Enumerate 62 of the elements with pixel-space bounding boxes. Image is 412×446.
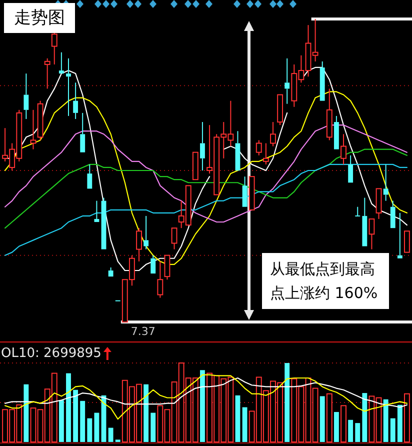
candlestick (150, 254, 156, 274)
candlestick (334, 115, 339, 150)
candlestick (348, 154, 354, 183)
candlestick (242, 176, 248, 207)
candlestick (404, 230, 410, 253)
bar (66, 373, 71, 442)
candlestick (200, 122, 205, 171)
candlestick (108, 266, 114, 277)
candlestick (87, 164, 92, 189)
bar (150, 412, 156, 442)
bar (326, 393, 332, 442)
bar (362, 393, 368, 442)
candlestick (192, 152, 198, 180)
bar (320, 396, 325, 442)
bar (334, 412, 339, 442)
candlestick (66, 58, 71, 116)
bar (404, 393, 410, 442)
candlestick (101, 197, 106, 250)
text: OL10: 2699895 (1, 346, 102, 361)
candlestick (390, 200, 396, 228)
bar (397, 404, 402, 442)
candlestick (354, 206, 361, 216)
candlestick (270, 122, 276, 147)
candlestick (80, 112, 86, 152)
bar (80, 400, 86, 442)
candlestick (235, 130, 240, 170)
candlestick (157, 260, 164, 298)
bar (24, 384, 29, 442)
candlestick (368, 218, 375, 250)
annotation: 7.37 (130, 325, 156, 338)
candlestick (320, 60, 325, 101)
candlestick (397, 212, 402, 258)
candlestick (58, 52, 64, 74)
bar (383, 399, 388, 442)
bar (144, 384, 149, 442)
bar (200, 370, 205, 442)
bar (58, 400, 64, 442)
candlestick (94, 200, 100, 222)
chart-title: 走势图 (4, 3, 75, 33)
candlestick (171, 228, 178, 250)
bar (284, 363, 290, 442)
candlestick (73, 82, 78, 120)
bar (348, 420, 354, 442)
candlestick (284, 58, 290, 104)
candlestick (362, 197, 368, 246)
bar (108, 428, 114, 442)
bar (242, 407, 248, 442)
bar (94, 412, 100, 442)
bar (73, 390, 78, 442)
bar (390, 418, 396, 442)
bar (235, 395, 240, 442)
bar (87, 418, 92, 442)
annotation: 从最低点到最高点上涨约 160% (262, 253, 389, 309)
candlestick (376, 188, 382, 220)
candlestick (248, 176, 255, 210)
candlestick (144, 215, 149, 250)
candlestick (383, 164, 388, 202)
bar (340, 405, 346, 442)
candlestick (340, 134, 346, 165)
candlestick (24, 73, 29, 120)
bar (355, 423, 360, 442)
candlestick (30, 109, 36, 150)
